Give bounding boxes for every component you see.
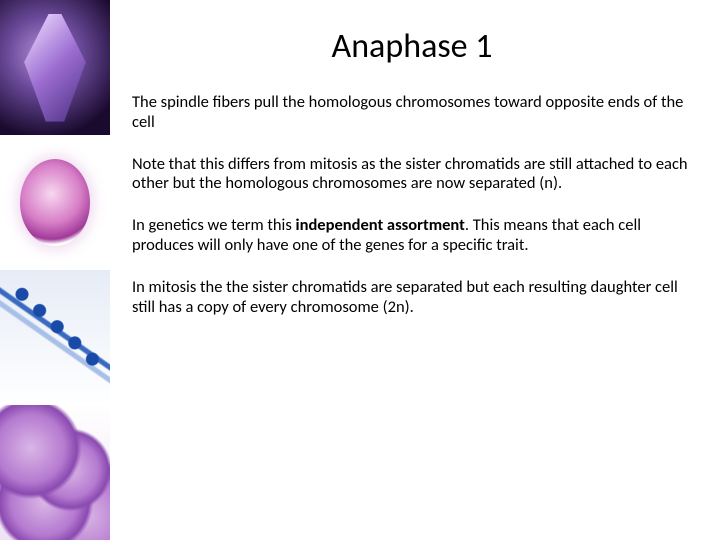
cell-image (0, 135, 110, 270)
slide-content: Anaphase 1 The spindle fibers pull the h… (110, 0, 720, 540)
paragraph-2: Note that this differs from mitosis as t… (132, 155, 692, 195)
slide-title: Anaphase 1 (132, 26, 692, 67)
dna-helix-image (0, 270, 110, 405)
cells-cluster-image (0, 405, 110, 540)
paragraph-1: The spindle fibers pull the homologous c… (132, 93, 692, 133)
p3-pre-text: In genetics we term this (132, 215, 296, 235)
paragraph-3: In genetics we term this independent ass… (132, 216, 692, 256)
sidebar-image-strip (0, 0, 110, 540)
chromosome-image (0, 0, 110, 135)
p3-bold-term: independent assortment (296, 215, 465, 235)
paragraph-4: In mitosis the the sister chromatids are… (132, 278, 692, 318)
